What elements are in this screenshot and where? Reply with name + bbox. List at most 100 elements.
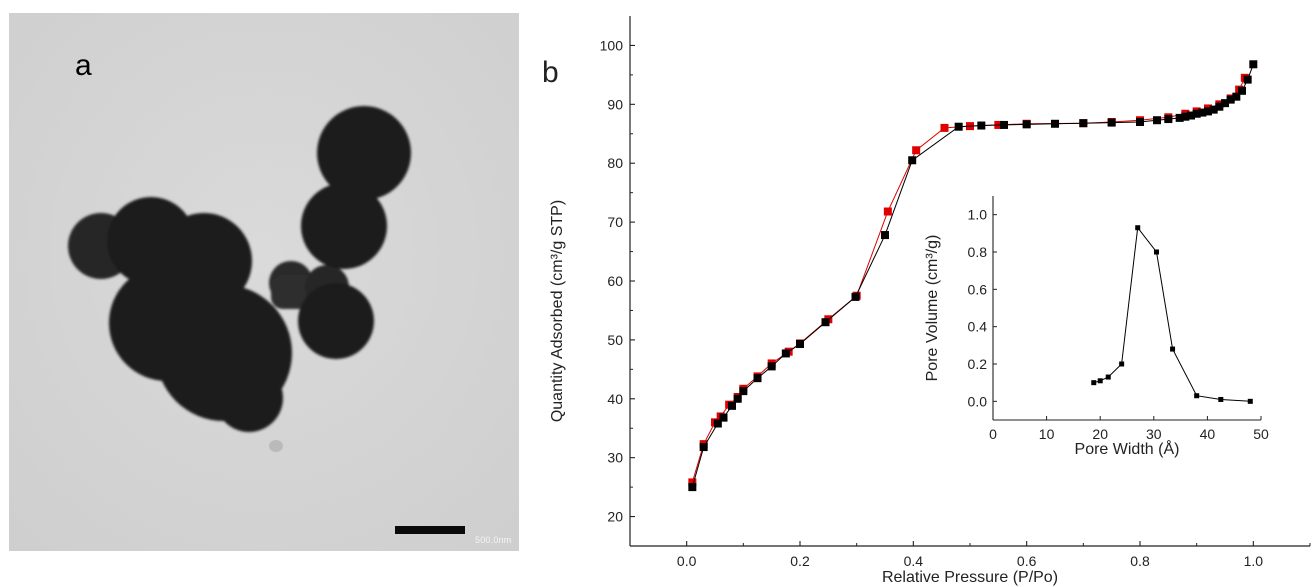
- data-point: [1164, 115, 1173, 124]
- data-point: [739, 387, 748, 396]
- inset-y-tick-label: 0.2: [968, 356, 988, 372]
- data-point: [1221, 99, 1229, 108]
- tem-micrograph: a 500.0nm: [9, 13, 519, 551]
- data-point: [912, 146, 921, 155]
- x-tick-label: 1.0: [1244, 553, 1264, 569]
- data-point: [1249, 60, 1258, 69]
- data-point: [940, 123, 949, 132]
- data-point: [1198, 108, 1207, 117]
- data-point: [954, 122, 963, 131]
- data-point: [781, 349, 790, 358]
- inset-x-tick-label: 0: [989, 426, 997, 442]
- inset-data-point: [1097, 378, 1103, 384]
- data-point: [821, 318, 830, 327]
- inset-y-tick-label: 0.8: [968, 244, 988, 260]
- x-tick-label: 0.8: [1130, 553, 1150, 569]
- y-axis-label: Quantity Adsorbed (cm³/g STP): [549, 200, 566, 422]
- inset-data-point: [1194, 393, 1200, 399]
- inset-axes: 0.0 0.2 0.4 0.6 0.8 1.0 0 10 20 30 40 50: [968, 196, 1269, 442]
- data-point: [796, 340, 804, 349]
- y-tick-label: 60: [607, 273, 623, 289]
- data-point: [728, 401, 736, 410]
- data-point: [753, 374, 762, 383]
- data-point: [1107, 118, 1116, 127]
- inset-x-tick-label: 50: [1253, 426, 1269, 442]
- data-point: [1232, 92, 1241, 101]
- inset-data-point: [1153, 249, 1159, 255]
- inset-data-point: [1247, 398, 1253, 404]
- inset-x-tick-label: 30: [1146, 426, 1162, 442]
- x-tick-label: 0.4: [904, 553, 924, 569]
- inset-series-line: [1093, 226, 1251, 402]
- data-point: [1181, 112, 1190, 121]
- y-tick-label: 70: [607, 214, 623, 230]
- scale-bar-label: 500.0nm: [475, 535, 512, 545]
- data-point: [767, 362, 776, 371]
- inset-data-point: [1218, 396, 1224, 402]
- series-line: [691, 77, 1246, 483]
- data-point: [719, 413, 728, 422]
- inset-x-tick-label: 10: [1039, 426, 1055, 442]
- y-tick-label: 100: [600, 37, 624, 53]
- main-series: [688, 60, 1258, 492]
- inset-y-tick-label: 0.6: [968, 281, 988, 297]
- data-point: [1175, 113, 1184, 122]
- inset-series-0: [1091, 225, 1253, 404]
- data-point: [1136, 118, 1144, 126]
- data-point: [688, 483, 697, 492]
- data-point: [1079, 119, 1088, 128]
- y-tick-label: 50: [607, 332, 623, 348]
- data-point: [733, 394, 742, 403]
- inset-data-point: [1105, 374, 1111, 380]
- series-0: [688, 73, 1249, 487]
- data-point: [1209, 105, 1218, 114]
- inset-y-tick-label: 0.0: [968, 393, 988, 409]
- inset-y-axis-label: Pore Volume (cm³/g): [924, 235, 941, 382]
- data-point: [1153, 116, 1161, 125]
- data-point: [1226, 95, 1235, 104]
- data-point: [1204, 107, 1212, 116]
- panel-a-label: a: [75, 49, 92, 82]
- y-tick-label: 40: [607, 391, 623, 407]
- y-tick-label: 80: [607, 155, 623, 171]
- data-point: [1215, 102, 1224, 111]
- inset-x-tick-label: 40: [1200, 426, 1216, 442]
- data-point: [977, 121, 986, 130]
- data-point: [713, 419, 722, 428]
- y-tick-label: 30: [607, 450, 623, 466]
- data-point: [1187, 111, 1195, 120]
- data-point: [881, 231, 889, 240]
- inset-y-tick-label: 0.4: [968, 319, 988, 335]
- series-1: [688, 60, 1258, 492]
- y-tick-label: 20: [607, 509, 623, 525]
- data-point: [1000, 120, 1008, 129]
- inset-y-tick-label: 1.0: [968, 207, 988, 223]
- scale-bar: [395, 526, 465, 534]
- data-point: [1022, 120, 1031, 129]
- inset-x-tick-label: 20: [1092, 426, 1108, 442]
- x-tick-label: 0.6: [1017, 553, 1037, 569]
- inset-x-axis-label: Pore Width (Å): [1075, 439, 1180, 458]
- panel-b-label: b: [542, 56, 559, 89]
- data-point: [883, 207, 892, 216]
- data-point: [908, 156, 917, 165]
- data-point: [851, 292, 860, 301]
- x-axis-label: Relative Pressure (P/Po): [882, 569, 1058, 586]
- y-tick-label: 90: [607, 96, 623, 112]
- data-point: [1243, 75, 1252, 84]
- data-point: [1051, 119, 1059, 128]
- x-tick-label: 0.2: [790, 553, 810, 569]
- inset-data-point: [1091, 380, 1097, 386]
- x-tick-label: 0.0: [677, 553, 697, 569]
- inset-data-point: [1119, 361, 1125, 367]
- inset-series: [1091, 225, 1253, 404]
- data-point: [699, 443, 708, 452]
- data-point: [1192, 109, 1201, 118]
- data-point: [1238, 86, 1246, 95]
- data-point: [688, 478, 697, 487]
- particle-cluster-image: [9, 13, 519, 551]
- inset-data-point: [1135, 225, 1141, 231]
- inset-data-point: [1170, 346, 1176, 352]
